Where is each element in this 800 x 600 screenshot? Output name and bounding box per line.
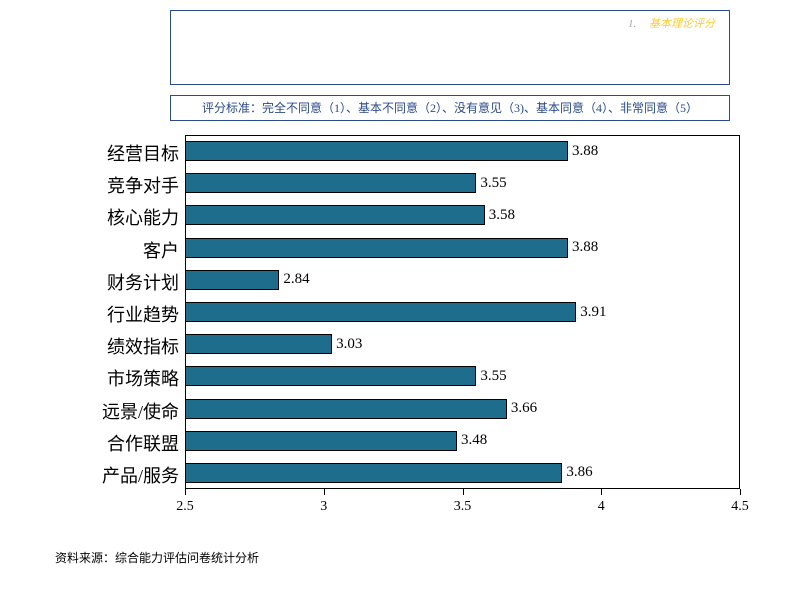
category-label: 绩效指标 — [107, 333, 179, 359]
category-label: 经营目标 — [107, 140, 179, 166]
bar — [185, 431, 457, 451]
value-label: 3.91 — [580, 304, 606, 321]
x-tick-label: 3 — [320, 499, 327, 515]
bar — [185, 205, 485, 225]
fragment-text: 基本理论评分 — [649, 18, 715, 30]
bar — [185, 334, 332, 354]
value-label: 3.48 — [461, 432, 487, 449]
x-tick-label: 3.5 — [454, 499, 472, 515]
bar — [185, 173, 476, 193]
x-tick-label: 2.5 — [176, 499, 194, 515]
bar — [185, 366, 476, 386]
bar — [185, 141, 568, 161]
top-box-fragment: 1. 基本理论评分 — [170, 10, 730, 85]
category-label: 行业趋势 — [107, 301, 179, 327]
category-label: 合作联盟 — [107, 430, 179, 456]
value-label: 3.66 — [511, 400, 537, 417]
value-label: 3.58 — [489, 207, 515, 224]
x-tick — [740, 489, 741, 495]
source-note: 资料来源：综合能力评估问卷统计分析 — [55, 549, 770, 566]
bar — [185, 302, 576, 322]
category-label: 财务计划 — [107, 269, 179, 295]
x-tick — [601, 489, 602, 495]
bar — [185, 463, 562, 483]
bar-chart: 2.5 3 3.5 4 4.5 经营目标 3.88 竞争对手 3.55 核心能力 3.58 客户 3.8… — [60, 129, 760, 519]
x-tick — [324, 489, 325, 495]
value-label: 2.84 — [283, 271, 309, 288]
bar — [185, 270, 279, 290]
category-label: 竞争对手 — [107, 172, 179, 198]
value-label: 3.88 — [572, 239, 598, 256]
value-label: 3.03 — [336, 336, 362, 353]
value-label: 3.88 — [572, 143, 598, 160]
value-label: 3.55 — [480, 175, 506, 192]
category-label: 产品/服务 — [102, 462, 179, 488]
scale-caption-box: 评分标准：完全不同意（1）、基本不同意（2）、没有意见（3)、基本同意（4）、非… — [170, 95, 730, 121]
fragment-bullet: 1. — [628, 18, 636, 30]
x-tick-label: 4 — [598, 499, 605, 515]
bar — [185, 238, 568, 258]
top-box-fragment-text: 1. 基本理论评分 — [628, 15, 715, 31]
bar — [185, 399, 507, 419]
value-label: 3.55 — [480, 368, 506, 385]
value-label: 3.86 — [566, 464, 592, 481]
category-label: 核心能力 — [107, 204, 179, 230]
x-tick — [463, 489, 464, 495]
category-label: 客户 — [143, 237, 179, 263]
x-tick — [185, 489, 186, 495]
x-tick-label: 4.5 — [731, 499, 749, 515]
scale-caption: 评分标准：完全不同意（1）、基本不同意（2）、没有意见（3)、基本同意（4）、非… — [202, 101, 698, 115]
category-label: 远景/使命 — [102, 398, 179, 424]
category-label: 市场策略 — [107, 365, 179, 391]
